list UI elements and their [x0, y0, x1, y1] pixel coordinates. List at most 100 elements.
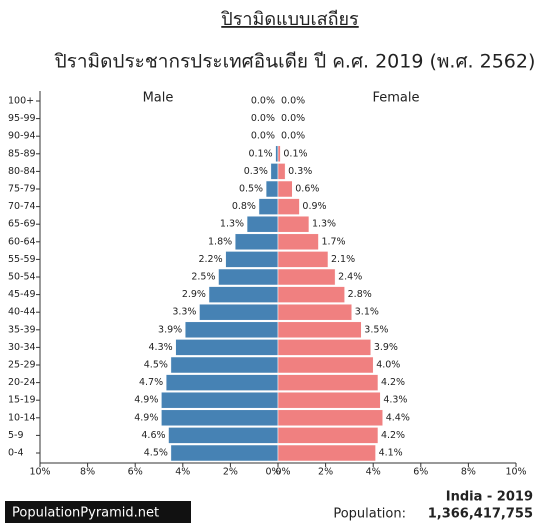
bar — [277, 303, 353, 321]
bar — [277, 215, 310, 233]
data-label: 4.5% — [144, 448, 168, 459]
bar — [277, 286, 345, 303]
source-box — [5, 501, 191, 523]
bar — [165, 374, 279, 391]
data-label: 0.0% — [251, 113, 275, 124]
data-label: 4.9% — [134, 412, 158, 423]
data-label: 0.9% — [302, 201, 326, 212]
legend-label: Male — [143, 91, 174, 106]
data-label: 4.2% — [381, 430, 405, 441]
bar — [161, 409, 279, 427]
data-label: 0.1% — [248, 148, 272, 159]
data-label: 3.9% — [158, 324, 182, 335]
x-tick-label: 0% — [275, 467, 290, 478]
data-label: 0.6% — [295, 184, 319, 195]
x-tick-label: 10% — [505, 467, 526, 478]
bar — [265, 180, 279, 198]
population: 1,366,417,755 — [428, 507, 533, 522]
y-tick-label: 5-9 — [8, 430, 24, 441]
legend-label: Female — [372, 91, 419, 106]
y-tick-label: 50-54 — [8, 272, 36, 283]
bar — [270, 163, 279, 180]
data-label: 4.2% — [381, 377, 405, 388]
bar — [208, 286, 279, 303]
data-label: 4.7% — [139, 377, 163, 388]
y-tick-label: 0-4 — [8, 448, 24, 459]
title: ปิรามิดแบบเสถียร — [221, 9, 359, 30]
x-tick-label: 0% — [265, 467, 280, 478]
x-tick-label: 10% — [29, 467, 50, 478]
bar — [277, 163, 286, 180]
data-label: 3.9% — [374, 342, 398, 353]
country-year: India - 2019 — [446, 490, 533, 505]
data-label: 1.7% — [321, 236, 345, 247]
bar — [170, 356, 279, 374]
data-label: 4.5% — [144, 360, 168, 371]
y-tick-label: 95-99 — [8, 113, 36, 124]
bar — [277, 409, 383, 427]
y-tick-label: 60-64 — [8, 236, 36, 247]
x-tick-label: 8% — [80, 467, 95, 478]
y-tick-label: 30-34 — [8, 342, 36, 353]
bar — [277, 391, 381, 409]
bar — [275, 145, 279, 163]
data-label: 4.3% — [149, 342, 173, 353]
data-label: 4.6% — [141, 430, 165, 441]
y-tick-label: 20-24 — [8, 377, 36, 388]
data-label: 3.5% — [364, 324, 388, 335]
bar — [170, 444, 279, 462]
x-tick-label: 6% — [128, 467, 143, 478]
bar — [277, 427, 379, 444]
bar — [277, 356, 374, 374]
data-label: 0.1% — [283, 148, 307, 159]
data-label: 4.0% — [376, 360, 400, 371]
x-tick-label: 6% — [413, 467, 428, 478]
bar — [184, 321, 279, 339]
data-label: 1.3% — [220, 219, 244, 230]
bar — [258, 198, 279, 215]
x-tick-label: 4% — [175, 467, 190, 478]
y-tick-label: 80-84 — [8, 166, 36, 177]
y-tick-label: 90-94 — [8, 131, 36, 142]
data-label: 0.0% — [281, 113, 305, 124]
data-label: 3.1% — [355, 307, 379, 318]
data-label: 0.0% — [251, 131, 275, 142]
bar — [199, 303, 279, 321]
bar — [246, 215, 279, 233]
y-tick-label: 15-19 — [8, 395, 36, 406]
data-label: 0.8% — [232, 201, 256, 212]
data-label: 2.9% — [182, 289, 206, 300]
bar — [168, 427, 279, 444]
data-label: 0.0% — [251, 96, 275, 107]
data-label: 2.4% — [338, 272, 362, 283]
data-label: 0.0% — [281, 96, 305, 107]
data-label: 2.8% — [348, 289, 372, 300]
x-tick-label: 2% — [223, 467, 238, 478]
bar — [218, 268, 279, 286]
bar — [277, 180, 293, 198]
y-tick-label: 45-49 — [8, 289, 36, 300]
x-tick-label: 2% — [318, 467, 333, 478]
bar — [277, 145, 281, 163]
y-tick-label: 65-69 — [8, 219, 36, 230]
bar — [277, 268, 336, 286]
data-label: 2.1% — [331, 254, 355, 265]
y-tick-label: 70-74 — [8, 201, 36, 212]
subtitle: ปิรามิดประชากรประเทศอินเดีย ปี ค.ศ. 2019… — [54, 51, 536, 73]
y-tick-label: 35-39 — [8, 324, 36, 335]
bar — [277, 444, 376, 462]
bar — [277, 321, 362, 339]
data-label: 3.3% — [172, 307, 196, 318]
bar — [234, 233, 279, 251]
y-tick-label: 10-14 — [8, 412, 36, 423]
bar — [225, 251, 279, 268]
y-tick-label: 75-79 — [8, 184, 36, 195]
bar — [277, 233, 319, 251]
x-tick-label: 8% — [461, 467, 476, 478]
source: PopulationPyramid.net — [12, 506, 159, 521]
data-label: 1.8% — [208, 236, 232, 247]
data-label: 4.3% — [383, 395, 407, 406]
x-tick-label: 4% — [366, 467, 381, 478]
bar — [277, 374, 379, 391]
data-label: 2.5% — [191, 272, 215, 283]
